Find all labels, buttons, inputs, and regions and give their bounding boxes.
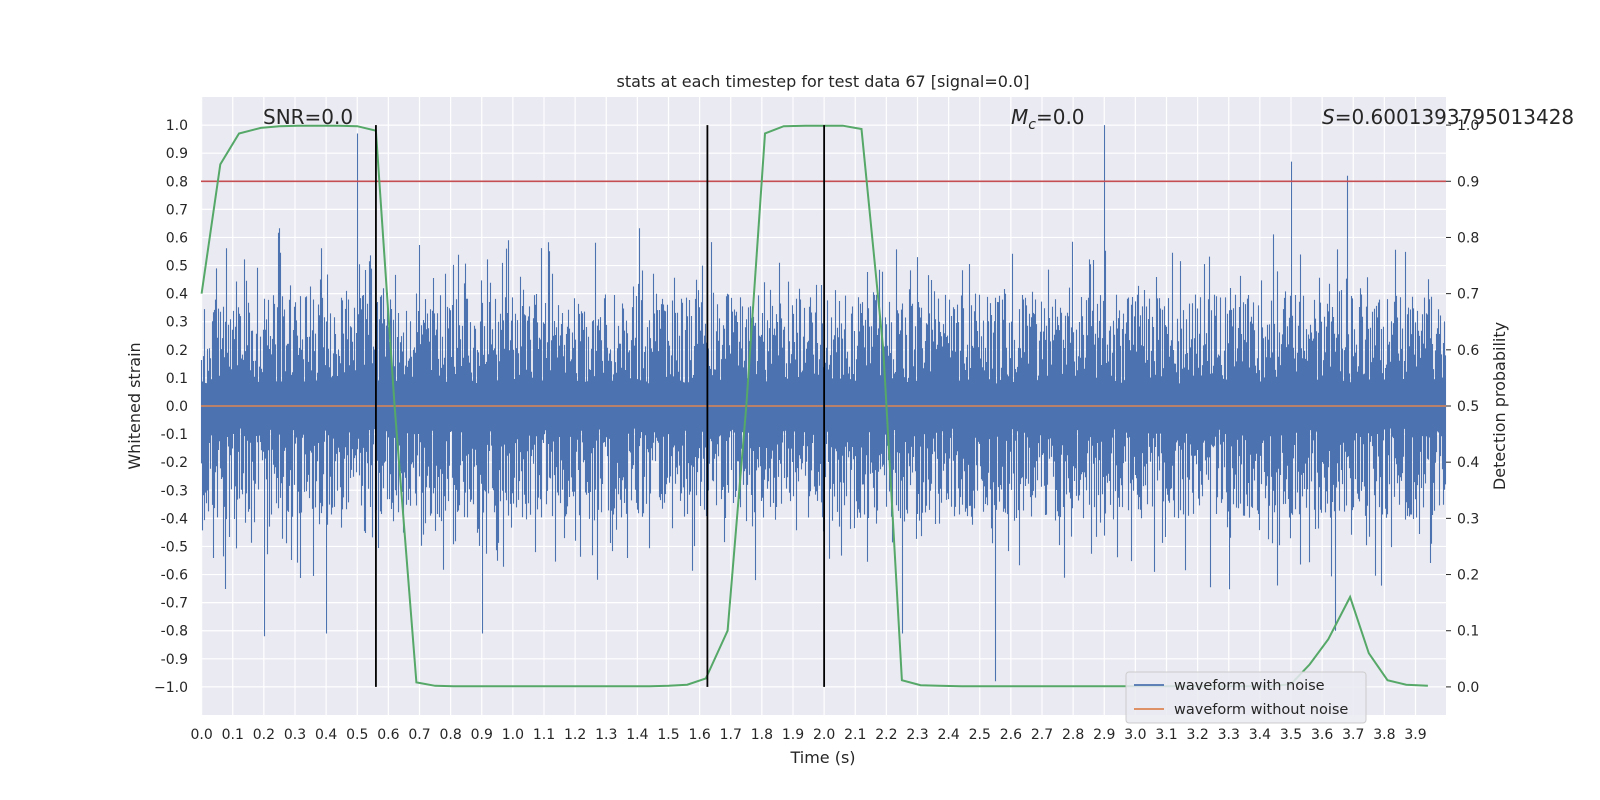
y-tick-label: -0.3 (161, 483, 188, 499)
x-tick-label: 3.2 (1186, 727, 1208, 743)
x-tick-label: 3.5 (1280, 727, 1302, 743)
y2-tick-label: 0.2 (1457, 568, 1479, 584)
x-tick-label: 3.1 (1155, 727, 1177, 743)
y2-tick-label: 0.5 (1457, 399, 1479, 415)
y2-axis-label: Detection probability (1490, 322, 1509, 490)
x-tick-label: 2.0 (813, 727, 835, 743)
x-tick-label: 3.4 (1249, 727, 1271, 743)
y-tick-label: -0.1 (161, 427, 188, 443)
y-tick-label: 0.5 (166, 259, 188, 275)
x-tick-label: 0.8 (439, 727, 461, 743)
s-annotation: S=0.6001393795013428 (1322, 105, 1574, 129)
chirp-mass-subscript: c (1028, 117, 1036, 133)
x-tick-label: 0.9 (471, 727, 493, 743)
y-tick-label: 0.3 (166, 315, 188, 331)
x-tick-label: 0.2 (253, 727, 275, 743)
x-tick-label: 2.4 (937, 727, 959, 743)
y2-tick-label: 1.0 (1457, 118, 1479, 134)
y-tick-label: -0.2 (161, 455, 188, 471)
x-tick-label: 0.0 (190, 727, 212, 743)
legend-box (1125, 671, 1367, 724)
legend: waveform with noise waveform without noi… (1125, 671, 1367, 724)
x-axis-label: Time (s) (789, 748, 855, 767)
chirp-mass-symbol: M (1011, 105, 1028, 129)
y-tick-label: -0.5 (161, 539, 188, 555)
x-tick-label: 3.3 (1218, 727, 1240, 743)
x-tick-label: 2.3 (906, 727, 928, 743)
x-tick-label: 3.7 (1342, 727, 1364, 743)
y-tick-label: 0.8 (166, 174, 188, 190)
x-tick-label: 1.5 (657, 727, 679, 743)
y-tick-label: -0.4 (161, 511, 188, 527)
y-tick-label: -0.9 (161, 652, 188, 668)
y-tick-label: -0.6 (161, 568, 188, 584)
x-tick-label: 0.4 (315, 727, 337, 743)
legend-label-noise: waveform with noise (1174, 678, 1325, 694)
s-value: =0.6001393795013428 (1335, 105, 1574, 129)
x-tick-label: 1.0 (502, 727, 524, 743)
y2-tick-label: 0.8 (1457, 230, 1479, 246)
x-tick-label: 2.2 (875, 727, 897, 743)
y-tick-label: 0.4 (166, 287, 188, 303)
y2-tick-label: 0.3 (1457, 511, 1479, 527)
x-tick-label: 1.1 (533, 727, 555, 743)
x-tick-label: 1.9 (782, 727, 804, 743)
vertical-markers (375, 125, 826, 687)
x-tick-label: 2.1 (844, 727, 866, 743)
waveform-with-noise-series (200, 125, 1447, 682)
x-tick-label: 1.4 (626, 727, 648, 743)
y-tick-label: -0.7 (161, 596, 188, 612)
chart-title: stats at each timestep for test data 67 … (617, 72, 1030, 91)
legend-label-clean: waveform without noise (1174, 702, 1348, 718)
y-axis-label: Whitened strain (125, 342, 144, 469)
x-tick-label: 0.3 (284, 727, 306, 743)
x-tick-label: 2.9 (1093, 727, 1115, 743)
x-tick-label: 2.6 (1000, 727, 1022, 743)
x-tick-label: 3.9 (1404, 727, 1426, 743)
y2-tick-label: 0.1 (1457, 624, 1479, 640)
chirp-mass-value: =0.0 (1036, 105, 1085, 129)
x-tick-label: 0.6 (377, 727, 399, 743)
x-tick-label: 1.2 (564, 727, 586, 743)
y-tick-label: 0.6 (166, 230, 188, 246)
x-tick-label: 0.7 (408, 727, 430, 743)
y-tick-label: 1.0 (166, 118, 188, 134)
x-tick-label: 3.6 (1311, 727, 1333, 743)
y-tick-label: -0.8 (161, 624, 188, 640)
y2-tick-label: 0.4 (1457, 455, 1479, 471)
waveform-with-noise-line (200, 125, 1447, 682)
y-tick-label: 0.7 (166, 202, 188, 218)
x-tick-label: 3.8 (1373, 727, 1395, 743)
y2-tick-label: 0.6 (1457, 343, 1479, 359)
x-tick-label: 0.5 (346, 727, 368, 743)
snr-annotation: SNR=0.0 (263, 105, 353, 129)
y-tick-label: 0.0 (166, 399, 188, 415)
y-tick-label: −1.0 (154, 680, 188, 696)
x-axis-ticks: 0.0 0.1 0.2 0.3 0.4 0.5 0.6 0.7 0.8 0.9 1.0 1.1 1.2 1… (190, 727, 1426, 743)
y2-axis-ticks: 1.0 0.9 0.8 0.7 0.6 0.5 0.4 0.3 0.2 0.1 0.0 (1446, 118, 1479, 696)
x-tick-label: 3.0 (1124, 727, 1146, 743)
x-tick-label: 1.6 (688, 727, 710, 743)
x-tick-label: 1.8 (751, 727, 773, 743)
x-tick-label: 1.7 (720, 727, 742, 743)
x-tick-label: 1.3 (595, 727, 617, 743)
x-tick-label: 2.5 (969, 727, 991, 743)
x-tick-label: 2.8 (1062, 727, 1084, 743)
x-tick-label: 0.1 (222, 727, 244, 743)
x-tick-label: 2.7 (1031, 727, 1053, 743)
y-axis-ticks: 1.0 0.9 0.8 0.7 0.6 0.5 0.4 0.3 0.2 0.1 0.0 -0.1 -0.… (154, 118, 188, 696)
y-tick-label: 0.1 (166, 371, 188, 387)
y-tick-label: 0.9 (166, 146, 188, 162)
chirp-mass-annotation: Mc=0.0 (1011, 105, 1085, 133)
y2-tick-label: 0.7 (1457, 287, 1479, 303)
y-tick-label: 0.2 (166, 343, 188, 359)
y2-tick-label: 0.0 (1457, 680, 1479, 696)
y2-tick-label: 0.9 (1457, 174, 1479, 190)
s-symbol: S (1322, 105, 1335, 129)
